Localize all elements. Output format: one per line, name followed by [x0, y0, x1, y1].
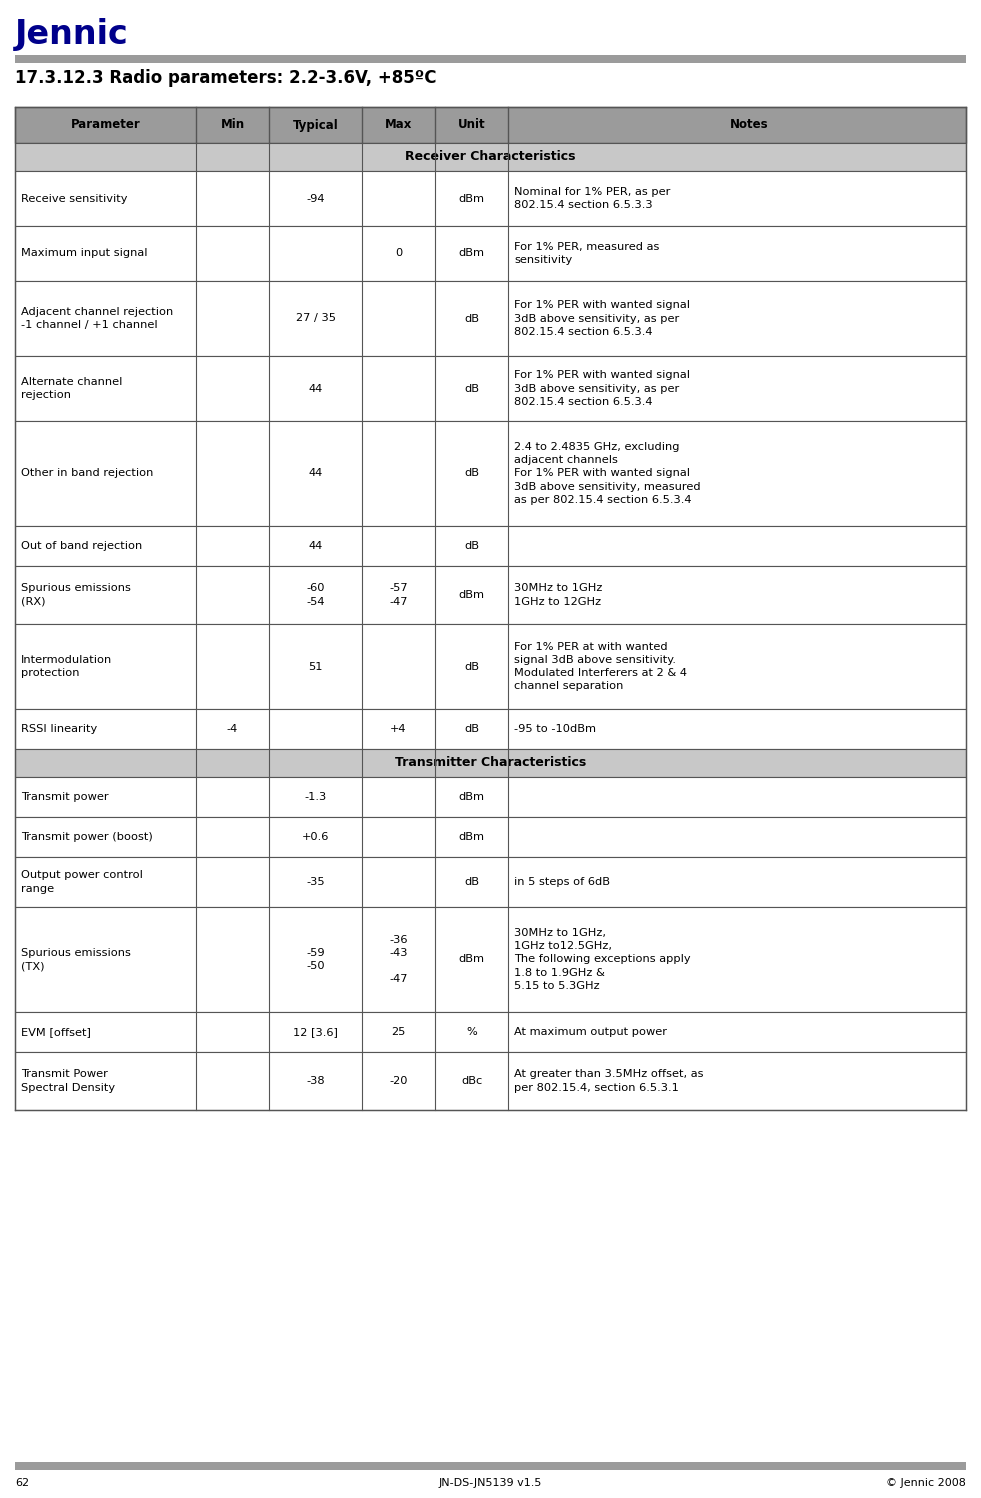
Bar: [15, 421, 966, 526]
Bar: [15, 857, 966, 906]
Text: 25: 25: [391, 1028, 406, 1037]
Text: -95 to -10dBm: -95 to -10dBm: [514, 724, 596, 734]
Text: dBm: dBm: [458, 249, 485, 259]
Text: Receiver Characteristics: Receiver Characteristics: [405, 150, 576, 163]
Text: 30MHz to 1GHz
1GHz to 12GHz: 30MHz to 1GHz 1GHz to 12GHz: [514, 583, 602, 607]
Text: 44: 44: [308, 541, 323, 551]
Text: 17.3.12.3 Radio parameters: 2.2-3.6V, +85ºC: 17.3.12.3 Radio parameters: 2.2-3.6V, +8…: [15, 69, 437, 87]
Text: %: %: [466, 1028, 477, 1037]
Text: At greater than 3.5MHz offset, as
per 802.15.4, section 6.5.3.1: At greater than 3.5MHz offset, as per 80…: [514, 1070, 703, 1092]
Text: For 1% PER at with wanted
signal 3dB above sensitivity.
Modulated Interferers at: For 1% PER at with wanted signal 3dB abo…: [514, 641, 687, 691]
Text: Transmit power (boost): Transmit power (boost): [21, 831, 153, 842]
Text: 0: 0: [395, 249, 402, 259]
Text: For 1% PER with wanted signal
3dB above sensitivity, as per
802.15.4 section 6.5: For 1% PER with wanted signal 3dB above …: [514, 370, 690, 406]
Bar: [15, 282, 966, 357]
Text: dB: dB: [464, 313, 479, 324]
Text: Typical: Typical: [292, 118, 338, 132]
Text: -20: -20: [389, 1076, 408, 1086]
Bar: [15, 1013, 966, 1052]
Text: Spurious emissions
(TX): Spurious emissions (TX): [21, 948, 130, 971]
Text: Alternate channel
rejection: Alternate channel rejection: [21, 377, 123, 400]
Text: RSSI linearity: RSSI linearity: [21, 724, 97, 734]
Text: dBm: dBm: [458, 792, 485, 801]
Bar: [15, 106, 966, 142]
Text: Jennic: Jennic: [15, 18, 129, 51]
Text: For 1% PER, measured as
sensitivity: For 1% PER, measured as sensitivity: [514, 241, 659, 265]
Text: -1.3: -1.3: [304, 792, 327, 801]
Text: Receive sensitivity: Receive sensitivity: [21, 193, 128, 204]
Text: -57
-47: -57 -47: [389, 583, 408, 607]
Text: Unit: Unit: [458, 118, 486, 132]
Text: Min: Min: [221, 118, 244, 132]
Text: Spurious emissions
(RX): Spurious emissions (RX): [21, 583, 130, 607]
Bar: [15, 816, 966, 857]
Text: 51: 51: [308, 662, 323, 671]
Text: © Jennic 2008: © Jennic 2008: [886, 1479, 966, 1488]
Text: At maximum output power: At maximum output power: [514, 1028, 667, 1037]
Text: -36
-43

-47: -36 -43 -47: [389, 935, 408, 984]
Text: in 5 steps of 6dB: in 5 steps of 6dB: [514, 876, 610, 887]
Text: 12 [3.6]: 12 [3.6]: [293, 1028, 337, 1037]
Text: -94: -94: [306, 193, 325, 204]
Bar: [15, 1462, 966, 1470]
Text: JN-DS-JN5139 v1.5: JN-DS-JN5139 v1.5: [439, 1479, 542, 1488]
Text: 44: 44: [308, 469, 323, 478]
Bar: [15, 749, 966, 777]
Text: -59
-50: -59 -50: [306, 948, 325, 971]
Text: dBm: dBm: [458, 590, 485, 601]
Text: Transmit Power
Spectral Density: Transmit Power Spectral Density: [21, 1070, 115, 1092]
Text: dBc: dBc: [461, 1076, 482, 1086]
Text: Intermodulation
protection: Intermodulation protection: [21, 655, 112, 679]
Bar: [15, 142, 966, 171]
Text: dBm: dBm: [458, 193, 485, 204]
Bar: [15, 1052, 966, 1110]
Text: Other in band rejection: Other in band rejection: [21, 469, 153, 478]
Bar: [15, 906, 966, 1013]
Text: Transmit power: Transmit power: [21, 792, 109, 801]
Text: Notes: Notes: [730, 118, 769, 132]
Text: 62: 62: [15, 1479, 29, 1488]
Text: dB: dB: [464, 541, 479, 551]
Text: dBm: dBm: [458, 954, 485, 965]
Text: Max: Max: [385, 118, 412, 132]
Text: 44: 44: [308, 383, 323, 394]
Bar: [15, 625, 966, 709]
Bar: [15, 226, 966, 282]
Text: Transmitter Characteristics: Transmitter Characteristics: [395, 756, 586, 770]
Bar: [15, 171, 966, 226]
Text: +4: +4: [390, 724, 407, 734]
Text: dB: dB: [464, 662, 479, 671]
Text: EVM [offset]: EVM [offset]: [21, 1028, 91, 1037]
Text: dB: dB: [464, 876, 479, 887]
Text: +0.6: +0.6: [302, 831, 330, 842]
Text: Nominal for 1% PER, as per
802.15.4 section 6.5.3.3: Nominal for 1% PER, as per 802.15.4 sect…: [514, 187, 670, 210]
Bar: [15, 709, 966, 749]
Text: -35: -35: [306, 876, 325, 887]
Bar: [15, 526, 966, 566]
Text: 27 / 35: 27 / 35: [295, 313, 336, 324]
Text: Parameter: Parameter: [71, 118, 140, 132]
Text: Maximum input signal: Maximum input signal: [21, 249, 147, 259]
Bar: [15, 777, 966, 816]
Text: dB: dB: [464, 724, 479, 734]
Text: Adjacent channel rejection
-1 channel / +1 channel: Adjacent channel rejection -1 channel / …: [21, 307, 174, 330]
Text: Out of band rejection: Out of band rejection: [21, 541, 142, 551]
Text: dB: dB: [464, 383, 479, 394]
Text: 2.4 to 2.4835 GHz, excluding
adjacent channels
For 1% PER with wanted signal
3dB: 2.4 to 2.4835 GHz, excluding adjacent ch…: [514, 442, 700, 505]
Text: -38: -38: [306, 1076, 325, 1086]
Text: Output power control
range: Output power control range: [21, 870, 143, 894]
Text: -60
-54: -60 -54: [306, 583, 325, 607]
Text: -4: -4: [227, 724, 238, 734]
Bar: [15, 357, 966, 421]
Text: For 1% PER with wanted signal
3dB above sensitivity, as per
802.15.4 section 6.5: For 1% PER with wanted signal 3dB above …: [514, 300, 690, 337]
Text: dB: dB: [464, 469, 479, 478]
Bar: [15, 55, 966, 63]
Bar: [15, 566, 966, 625]
Text: dBm: dBm: [458, 831, 485, 842]
Text: 30MHz to 1GHz,
1GHz to12.5GHz,
The following exceptions apply
1.8 to 1.9GHz &
5.: 30MHz to 1GHz, 1GHz to12.5GHz, The follo…: [514, 929, 691, 990]
